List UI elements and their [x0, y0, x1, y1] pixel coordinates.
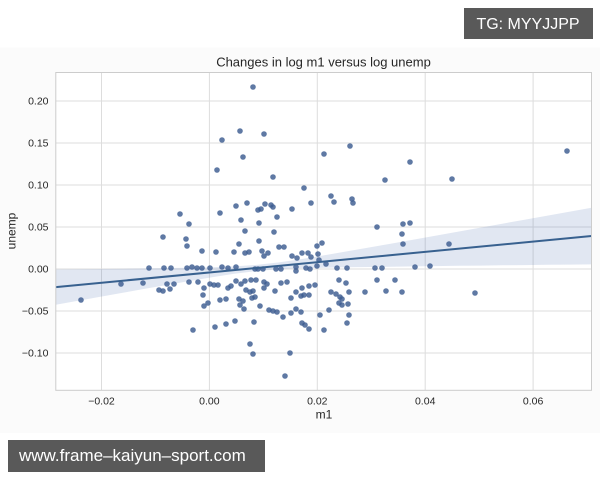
- svg-text:−0.02: −0.02: [88, 396, 115, 408]
- svg-text:−0.10: −0.10: [22, 348, 49, 360]
- svg-text:0.15: 0.15: [28, 138, 49, 150]
- svg-text:0.10: 0.10: [28, 180, 49, 192]
- svg-text:0.02: 0.02: [307, 396, 328, 408]
- svg-text:Changes in log m1 versus log u: Changes in log m1 versus log unemp: [216, 55, 431, 70]
- svg-text:−0.05: −0.05: [22, 306, 49, 318]
- svg-text:0.06: 0.06: [523, 396, 544, 408]
- svg-text:0.00: 0.00: [199, 396, 220, 408]
- svg-text:m1: m1: [316, 408, 333, 422]
- svg-text:0.04: 0.04: [415, 396, 436, 408]
- svg-text:0.20: 0.20: [28, 96, 49, 108]
- svg-text:unemp: unemp: [5, 212, 19, 249]
- svg-text:0.05: 0.05: [28, 222, 49, 234]
- svg-text:0.00: 0.00: [28, 264, 49, 276]
